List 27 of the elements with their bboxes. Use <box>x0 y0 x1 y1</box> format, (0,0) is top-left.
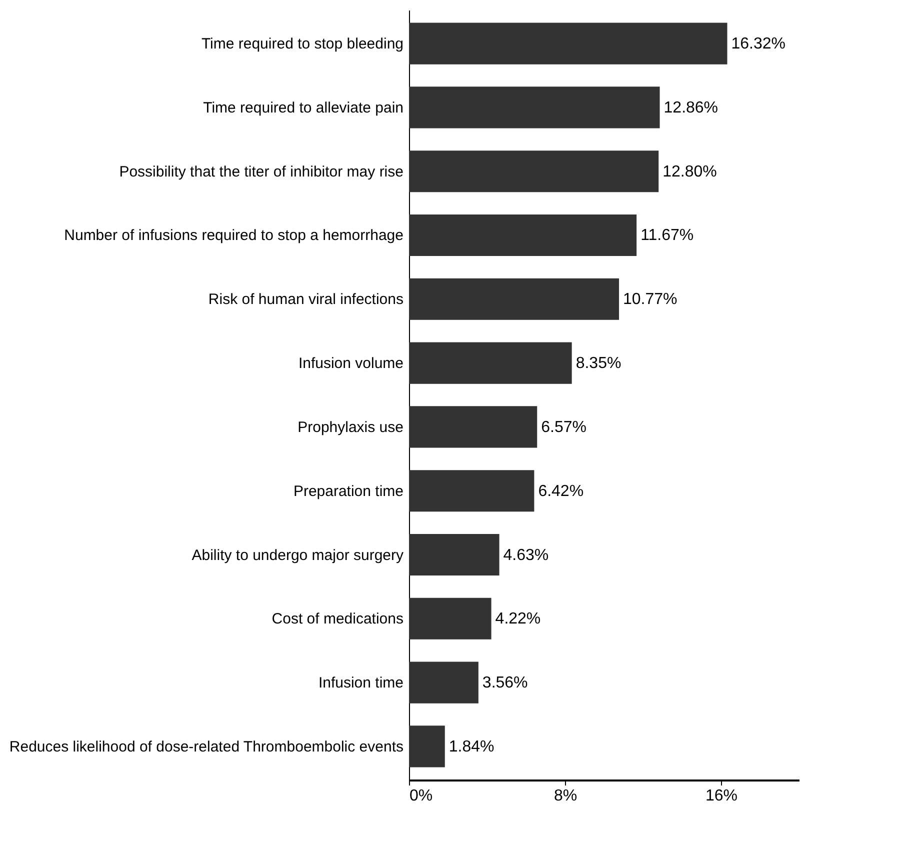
data-label: 4.63% <box>503 546 549 564</box>
data-label: 1.84% <box>448 738 494 756</box>
y-tick-label: Time required to alleviate pain <box>203 99 404 116</box>
data-label: 8.35% <box>576 355 622 372</box>
data-label: 4.22% <box>495 610 541 628</box>
x-tick-label: 0% <box>410 788 433 804</box>
data-label: 3.56% <box>482 674 528 692</box>
y-tick-label: Infusion volume <box>298 355 404 372</box>
y-tick-label: Infusion time <box>318 674 404 692</box>
y-tick-label: Number of infusions required to stop a hemorrhage <box>64 227 404 244</box>
y-tick-label: Ability to undergo major surgery <box>192 546 404 564</box>
data-label: 6.57% <box>541 418 586 436</box>
y-tick-label: Risk of human viral infections <box>208 291 404 308</box>
data-label: 12.80% <box>662 163 717 180</box>
data-label: 11.67% <box>640 227 694 244</box>
y-tick-label: Cost of medications <box>272 610 404 628</box>
y-tick-label: Prophylaxis use <box>298 418 404 436</box>
x-tick-label: 8% <box>554 788 578 804</box>
y-tick-label: Time required to stop bleeding <box>201 36 404 53</box>
data-label: 12.86% <box>664 99 718 116</box>
x-tick-label: 16% <box>705 788 738 804</box>
data-label: 10.77% <box>623 291 678 308</box>
y-tick-label: Reduces likelihood of dose-related Thromboembolic events <box>9 738 404 756</box>
data-label: 16.32% <box>731 36 786 53</box>
data-label: 6.42% <box>538 482 584 500</box>
y-tick-label: Preparation time <box>293 482 404 500</box>
y-tick-label: Possibility that the titer of inhibitor may rise <box>119 163 404 180</box>
